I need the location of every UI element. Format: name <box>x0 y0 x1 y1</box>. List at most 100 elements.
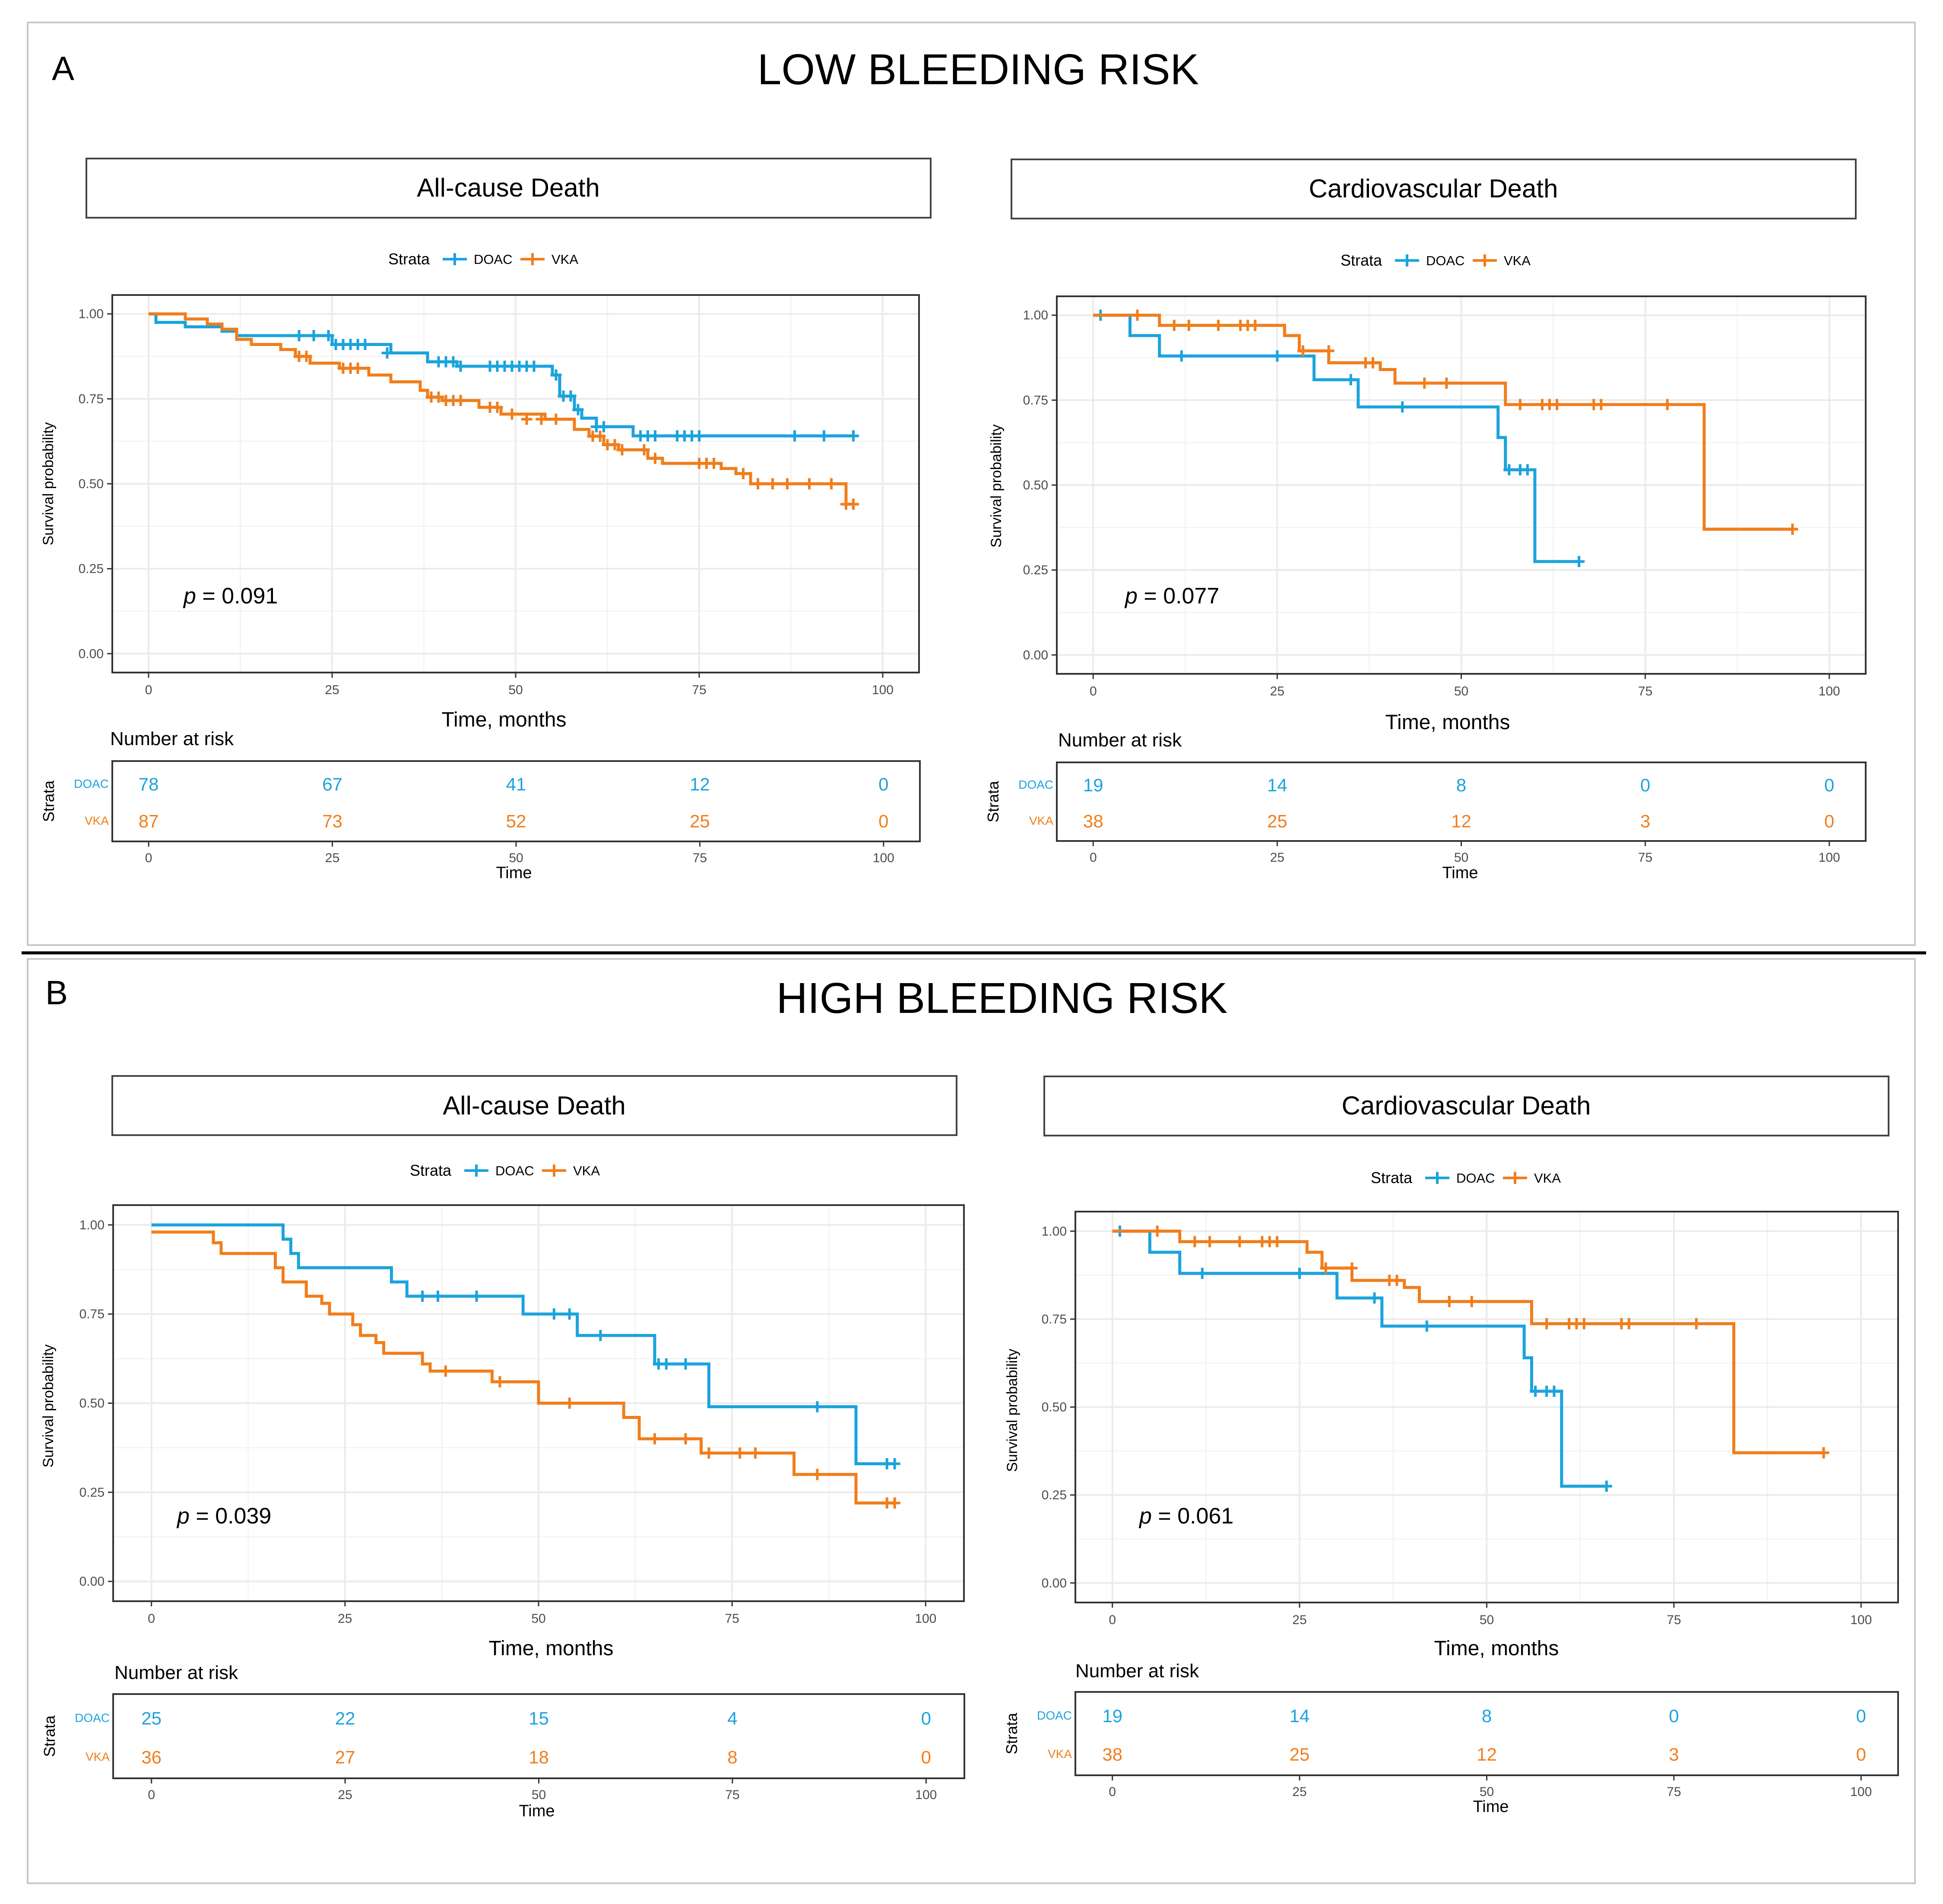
legend-entry-vka: VKA <box>1534 1171 1561 1186</box>
x-tick-label: 100 <box>915 1612 936 1626</box>
legend-entry-doac: DOAC <box>1456 1171 1495 1186</box>
risk-row-label-doac: DOAC <box>75 1711 110 1725</box>
risk-table-title: Number at risk <box>110 728 234 749</box>
section-a-title: LOW BLEEDING RISK <box>758 45 1199 94</box>
risk-count: 25 <box>1290 1744 1310 1764</box>
panel-title-box <box>111 1075 957 1136</box>
censor-mark-vka <box>649 1433 660 1445</box>
risk-count: 18 <box>529 1747 549 1767</box>
censor-mark-doac <box>818 430 830 442</box>
censor-mark-vka <box>455 395 466 406</box>
censor-mark-doac <box>572 404 584 416</box>
censor-mark-vka <box>638 444 650 456</box>
x-tick-label: 25 <box>325 683 339 697</box>
x-axis-title: Time, months <box>1434 1637 1559 1660</box>
legend-entry-doac: DOAC <box>1426 253 1465 268</box>
y-tick-label: 0.75 <box>1042 1312 1067 1326</box>
censor-mark-vka <box>767 478 778 489</box>
legend-entry-vka: VKA <box>573 1163 600 1178</box>
x-axis-title: Time, months <box>442 708 567 731</box>
risk-x-tick-label: 50 <box>1454 850 1468 865</box>
risk-x-tick-label: 75 <box>725 1788 739 1802</box>
risk-count: 3 <box>1640 811 1650 831</box>
legend-entry-vka: VKA <box>1504 253 1531 268</box>
km-plot: 0 25 50 75 100 0.00 0.25 0.50 0.75 1.00 Strata DOAC… <box>1004 1169 1899 1660</box>
panel-title: Cardiovascular Death <box>1309 174 1558 203</box>
legend-key-doac <box>464 1165 488 1177</box>
legend-key-vka <box>1503 1172 1527 1184</box>
risk-count: 14 <box>1290 1706 1310 1726</box>
censor-mark-vka <box>1787 524 1798 535</box>
x-tick-label: 50 <box>508 683 523 697</box>
censor-mark-doac <box>1548 1385 1560 1397</box>
x-tick-label: 0 <box>1090 684 1097 698</box>
y-tick-label: 1.00 <box>79 1218 105 1232</box>
risk-count: 25 <box>141 1708 162 1729</box>
legend-title: Strata <box>1371 1169 1413 1187</box>
risk-table: Number at risk DOAC 19 14 8 0 0 VKA 38 25 12 3 0 Stra… <box>984 730 1867 882</box>
censor-mark-vka <box>1466 1296 1477 1307</box>
censor-mark-vka <box>1249 320 1261 331</box>
risk-table-x-title: Time <box>1473 1798 1509 1816</box>
censor-mark-vka <box>564 1397 575 1409</box>
y-tick-label: 0.25 <box>79 562 104 576</box>
y-axis-title: Survival probability <box>40 422 57 545</box>
x-tick-label: 25 <box>1292 1613 1306 1627</box>
x-tick-label: 100 <box>872 683 894 697</box>
censor-mark-vka <box>1320 1262 1331 1274</box>
risk-x-tick-label: 0 <box>148 1788 155 1802</box>
risk-table-title: Number at risk <box>114 1662 238 1683</box>
legend-title: Strata <box>1341 251 1382 269</box>
risk-x-tick-label: 25 <box>1270 850 1284 865</box>
risk-table-title: Number at risk <box>1058 730 1182 751</box>
censor-mark-vka <box>1346 1262 1358 1274</box>
y-tick-label: 0.50 <box>1042 1400 1067 1415</box>
section-b-letter: B <box>45 974 68 1012</box>
risk-count: 0 <box>878 811 888 831</box>
censor-mark-vka <box>889 1497 900 1509</box>
legend-entry-vka: VKA <box>552 252 578 267</box>
censor-mark-vka <box>680 1433 691 1445</box>
risk-table-y-title: Strata <box>1003 1712 1021 1754</box>
censor-mark-vka <box>752 478 764 489</box>
risk-count: 27 <box>335 1747 355 1767</box>
plot-frame <box>111 294 920 673</box>
plot-frame <box>112 1204 965 1602</box>
y-axis-title: Survival probability <box>988 424 1005 547</box>
risk-count: 8 <box>727 1747 737 1767</box>
censor-mark-doac <box>1294 1267 1306 1279</box>
x-tick-label: 50 <box>1480 1613 1494 1627</box>
risk-x-tick-label: 100 <box>915 1788 937 1802</box>
censor-mark-doac <box>1176 350 1187 362</box>
censor-mark-vka <box>734 1447 746 1459</box>
censor-mark-vka <box>811 1469 823 1480</box>
censor-mark-vka <box>1578 1318 1590 1330</box>
censor-mark-vka <box>616 444 628 456</box>
risk-count: 15 <box>529 1708 549 1729</box>
risk-x-tick-label: 25 <box>1292 1785 1306 1799</box>
censor-mark-vka <box>1271 1236 1283 1247</box>
risk-row-label-doac: DOAC <box>1037 1709 1072 1722</box>
survival-curve-doac <box>151 1223 895 1466</box>
risk-count: 0 <box>1669 1706 1679 1726</box>
section-b-frame <box>27 958 1916 1884</box>
risk-table: Number at risk DOAC 78 67 41 12 0 VKA 87 73 52 25 0 S… <box>40 728 921 882</box>
risk-table-frame <box>1075 1691 1899 1776</box>
censor-mark-doac <box>1397 401 1408 413</box>
y-tick-label: 0.50 <box>79 477 104 491</box>
censor-mark-doac <box>1421 1320 1433 1332</box>
censor-mark-doac <box>308 330 320 342</box>
risk-row-label-vka: VKA <box>1029 814 1053 828</box>
censor-mark-vka <box>749 1447 761 1459</box>
censor-mark-vka <box>1168 320 1180 331</box>
censor-mark-doac <box>447 356 459 368</box>
risk-table-y-title: Strata <box>41 1715 58 1757</box>
risk-count: 19 <box>1083 775 1103 795</box>
risk-count: 0 <box>921 1747 931 1767</box>
legend-key-doac <box>443 253 467 265</box>
risk-count: 14 <box>1267 775 1287 795</box>
censor-mark-doac <box>1369 1292 1380 1304</box>
risk-table-y-title: Strata <box>40 780 57 822</box>
censor-mark-doac <box>471 1290 482 1302</box>
